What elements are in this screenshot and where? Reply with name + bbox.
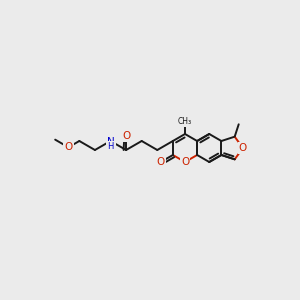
Text: O: O [122, 131, 130, 141]
Text: O: O [157, 157, 165, 167]
Text: H: H [107, 142, 114, 151]
Text: O: O [239, 143, 247, 153]
Text: N: N [106, 137, 114, 147]
Text: O: O [181, 157, 189, 167]
Text: CH₃: CH₃ [178, 116, 192, 125]
Text: O: O [64, 142, 73, 152]
